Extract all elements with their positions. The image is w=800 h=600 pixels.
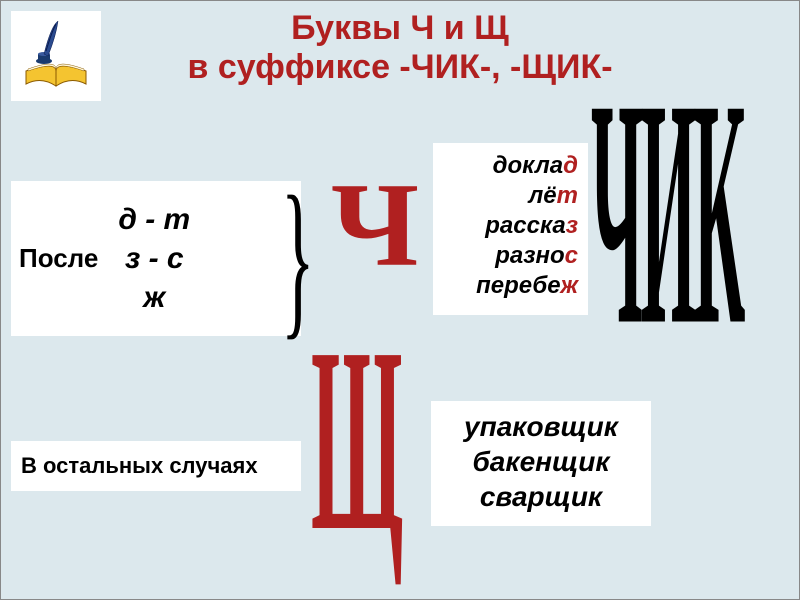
example-word: разнос [443,241,578,271]
letter-ch: Ч [331,156,419,294]
example-word: сварщик [439,479,643,514]
brace-icon: } [281,161,315,361]
example-word: перебеж [443,271,578,301]
example-word: лёт [443,181,578,211]
example-word: рассказ [443,211,578,241]
suffix-chik: ЧИК [591,27,743,402]
example-word: бакенщик [439,444,643,479]
rule2-examples: упаковщик бакенщик сварщик [431,401,651,526]
letter-shch: Щ [311,288,403,592]
example-word: доклад [443,151,578,181]
cons-row-1: д - т [118,200,190,239]
rule1-box: После д - т з - с ж [11,181,301,336]
cons-row-2: з - с [125,239,184,278]
rule1-examples: доклад лёт рассказ разнос перебеж [433,143,588,315]
rule2-label: В остальных случаях [21,453,258,479]
rule1-label: После [11,243,98,274]
rule1-consonants: д - т з - с ж [118,200,190,317]
rule2-box: В остальных случаях [11,441,301,491]
cons-row-3: ж [143,278,165,317]
example-word: упаковщик [439,409,643,444]
